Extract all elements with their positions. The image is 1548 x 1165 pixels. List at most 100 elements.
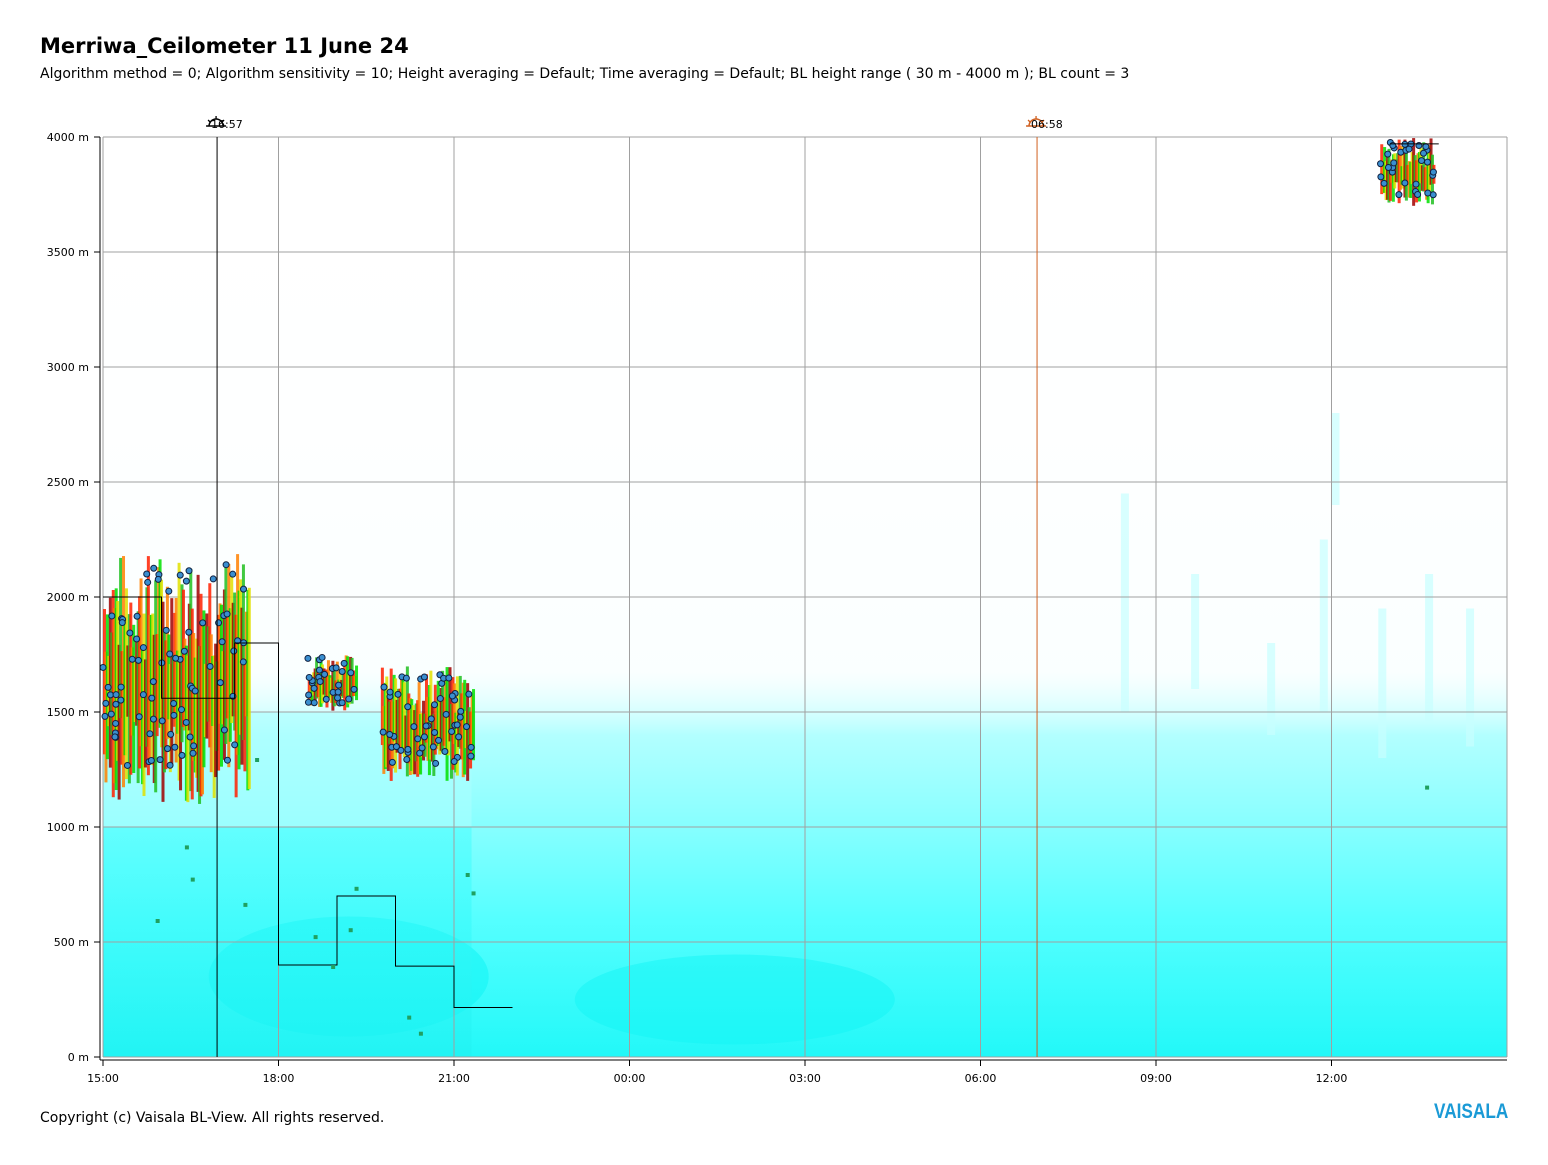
- vaisala-logo: VAISALA: [1434, 1100, 1509, 1123]
- cloud-base-point: [216, 679, 224, 687]
- cloud-base-point: [420, 733, 428, 741]
- cloud-base-point: [101, 712, 109, 720]
- cloud-base-point: [199, 619, 207, 627]
- cloud-base-point: [230, 647, 238, 655]
- sunrise-icon: [1026, 116, 1047, 127]
- cloud-base-point: [386, 731, 394, 739]
- cloud-base-point: [1384, 164, 1392, 172]
- cloud-streak: [472, 689, 476, 761]
- cloud-base-point: [223, 756, 231, 764]
- cloud-base-point: [338, 667, 346, 675]
- cloud-base-point: [350, 685, 358, 693]
- aerosol-mark: [190, 877, 195, 882]
- cloud-base-point: [392, 743, 400, 751]
- cloud-streak: [117, 644, 121, 800]
- x-tick-label: 21:00: [438, 1072, 470, 1085]
- cloud-base-point: [402, 674, 410, 682]
- x-tick-label: 18:00: [263, 1072, 295, 1085]
- cloud-base-point: [397, 746, 405, 754]
- cloud-base-point: [448, 692, 456, 700]
- cloud-base-point: [322, 695, 330, 703]
- cloud-base-point: [432, 759, 440, 767]
- cloud-base-point: [164, 745, 172, 753]
- cloud-base-point: [315, 666, 323, 674]
- cloud-base-point: [386, 688, 394, 696]
- cloud-base-point: [185, 567, 193, 575]
- cloud-base-point: [206, 662, 214, 670]
- cloud-base-point: [414, 735, 422, 743]
- cloud-base-point: [318, 653, 326, 661]
- cloud-base-point: [102, 699, 110, 707]
- aerosol-mark: [465, 873, 470, 877]
- sunset-ray: [221, 119, 225, 123]
- backscatter-wisp: [1466, 608, 1475, 747]
- cloud-base-point: [465, 690, 473, 698]
- cloud-base-point: [190, 742, 198, 750]
- aerosol-mark: [418, 1031, 423, 1036]
- cloud-base-point: [176, 571, 184, 579]
- cloud-base-point: [143, 570, 151, 578]
- cloud-base-point: [218, 638, 226, 646]
- x-tick-label: 00:00: [614, 1072, 646, 1085]
- axes: 0 m 500 m 1000 m 1500 m 2000 m 2500 m 3000 m 35…: [47, 131, 1507, 1085]
- cloud-base-point: [108, 612, 116, 620]
- cloud-base-point: [1420, 149, 1428, 157]
- cloud-base-point: [456, 713, 464, 721]
- cloud-base-point: [1405, 145, 1413, 153]
- sunset-ray: [207, 119, 211, 123]
- cloud-base-point: [450, 757, 458, 765]
- cloud-base-point: [305, 691, 313, 699]
- cloud-base-point: [223, 610, 231, 618]
- cloud-base-point: [467, 752, 475, 760]
- cloud-base-point: [165, 587, 173, 595]
- cloud-base-point: [379, 728, 387, 736]
- cloud-base-point: [388, 758, 396, 766]
- y-tick-label: 3000 m: [47, 361, 89, 374]
- cloud-base-point: [186, 733, 194, 741]
- cloud-base-point: [134, 656, 142, 664]
- cloud-base-point: [231, 741, 239, 749]
- cloud-base-point: [441, 747, 449, 755]
- cloud-base-point: [166, 761, 174, 769]
- cloud-streak: [119, 557, 123, 719]
- cloud-base-point: [170, 711, 178, 719]
- cloud-base-point: [445, 674, 453, 682]
- cloud-base-point: [310, 699, 318, 707]
- aerosol-mark: [313, 935, 318, 940]
- cloud-base-point: [335, 681, 343, 689]
- cloud-streak: [241, 564, 245, 741]
- cloud-base-point: [334, 688, 342, 696]
- cloud-base-point: [112, 719, 120, 727]
- cloud-streak: [355, 665, 359, 701]
- cloud-base-point: [139, 644, 147, 652]
- cloud-base-point: [431, 728, 439, 736]
- cloud-streak: [1388, 167, 1392, 201]
- cloud-base-point: [436, 695, 444, 703]
- cloud-base-point: [418, 744, 426, 752]
- cloud-base-point: [455, 733, 463, 741]
- cloud-base-point: [338, 699, 346, 707]
- cloud-base-point: [420, 673, 428, 681]
- copyright-text: Copyright (c) Vaisala BL-View. All right…: [40, 1110, 385, 1126]
- sunrise-ray: [1027, 119, 1031, 123]
- cloud-base-point: [209, 575, 217, 583]
- y-tick-label: 2500 m: [47, 476, 89, 489]
- cloud-base-point: [463, 723, 471, 731]
- cloud-base-point: [321, 670, 329, 678]
- cloud-base-point: [133, 635, 141, 643]
- backscatter-wisp: [1425, 574, 1434, 724]
- cloud-base-point: [305, 673, 313, 681]
- cloud-base-point: [1418, 157, 1426, 165]
- backscatter-wisp: [1319, 539, 1328, 712]
- backscatter-wisp: [1331, 413, 1340, 505]
- cloud-base-point: [191, 687, 199, 695]
- chart-subtitle: Algorithm method = 0; Algorithm sensitiv…: [40, 66, 1130, 82]
- x-tick-label: 03:00: [789, 1072, 821, 1085]
- cloud-streak: [247, 587, 251, 790]
- cloud-base-point: [1377, 173, 1385, 181]
- cloud-base-point: [149, 678, 157, 686]
- aerosol-mark: [184, 845, 189, 850]
- cloud-base-point: [1380, 179, 1388, 187]
- cloud-base-point: [111, 733, 119, 741]
- cloud-base-point: [162, 626, 170, 634]
